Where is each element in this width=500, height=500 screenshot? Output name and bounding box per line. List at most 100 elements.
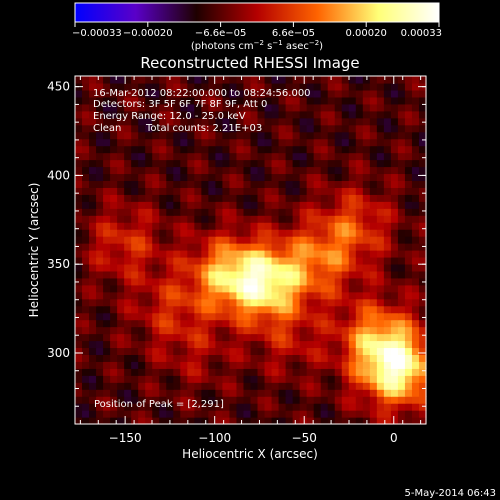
heatmap-cell bbox=[180, 340, 188, 349]
heatmap-cell bbox=[131, 76, 139, 84]
heatmap-cell bbox=[187, 103, 195, 112]
heatmap-cell bbox=[264, 319, 273, 328]
heatmap-cell bbox=[383, 305, 392, 314]
heatmap-cell bbox=[404, 89, 413, 98]
heatmap-cell bbox=[201, 375, 209, 383]
heatmap-cell bbox=[362, 270, 371, 279]
heatmap-cell bbox=[173, 368, 181, 376]
heatmap-cell bbox=[313, 326, 322, 335]
heatmap-cell bbox=[369, 152, 378, 161]
heatmap-cell bbox=[131, 368, 139, 376]
heatmap-cell bbox=[236, 96, 245, 105]
heatmap-cell bbox=[159, 243, 167, 251]
heatmap-cell bbox=[355, 263, 364, 272]
heatmap-cell bbox=[117, 375, 125, 383]
heatmap-cell bbox=[103, 124, 111, 133]
heatmap-cell bbox=[131, 340, 139, 349]
heatmap-cell bbox=[96, 361, 104, 369]
heatmap-cell bbox=[334, 333, 343, 342]
heatmap-cell bbox=[103, 417, 111, 425]
heatmap-cell bbox=[236, 187, 245, 195]
heatmap-cell bbox=[271, 347, 280, 355]
heatmap-cell bbox=[369, 103, 378, 112]
heatmap-cell bbox=[334, 361, 343, 369]
heatmap-cell bbox=[306, 354, 315, 362]
heatmap-cell bbox=[145, 403, 153, 411]
heatmap-cell bbox=[320, 96, 329, 105]
heatmap-cell bbox=[243, 103, 252, 112]
heatmap-cell bbox=[292, 382, 301, 390]
heatmap-cell bbox=[236, 326, 245, 335]
heatmap-cell bbox=[89, 382, 97, 390]
heatmap-cell bbox=[89, 375, 97, 383]
heatmap-cell bbox=[355, 403, 364, 411]
heatmap-cell bbox=[89, 284, 97, 293]
heatmap-cell bbox=[355, 208, 364, 216]
heatmap-cell bbox=[124, 117, 132, 126]
heatmap-cell bbox=[320, 410, 329, 418]
heatmap-cell bbox=[138, 229, 146, 237]
heatmap-cell bbox=[299, 110, 308, 119]
heatmap-cell bbox=[159, 208, 167, 216]
heatmap-cell bbox=[96, 236, 104, 244]
heatmap-cell bbox=[292, 305, 301, 314]
heatmap-cell bbox=[75, 305, 83, 314]
heatmap-cell bbox=[124, 361, 132, 369]
heatmap-cell bbox=[201, 396, 209, 404]
heatmap-cell bbox=[89, 89, 97, 98]
heatmap-cell bbox=[278, 291, 287, 300]
heatmap-cell bbox=[187, 89, 195, 98]
heatmap-cell bbox=[285, 194, 294, 202]
heatmap-cell bbox=[117, 124, 125, 133]
heatmap-cell bbox=[173, 76, 181, 84]
heatmap-cell bbox=[145, 312, 153, 321]
heatmap-cell bbox=[82, 382, 90, 390]
heatmap-cell bbox=[341, 312, 350, 321]
heatmap-cell bbox=[306, 375, 315, 383]
heatmap-cell bbox=[215, 222, 224, 230]
heatmap-cell bbox=[250, 368, 259, 376]
heatmap-cell bbox=[89, 236, 97, 244]
heatmap-cell bbox=[138, 333, 146, 342]
heatmap-cell bbox=[376, 124, 385, 133]
heatmap-cell bbox=[250, 312, 259, 321]
heatmap-cell bbox=[299, 396, 308, 404]
heatmap-cell bbox=[411, 180, 420, 188]
heatmap-cell bbox=[222, 229, 231, 237]
heatmap-cell bbox=[145, 354, 153, 362]
heatmap-cell bbox=[215, 173, 224, 181]
heatmap-cell bbox=[306, 243, 315, 251]
heatmap-cell bbox=[271, 82, 280, 91]
heatmap-cell bbox=[306, 340, 315, 349]
heatmap-cell bbox=[138, 159, 146, 168]
heatmap-cell bbox=[89, 326, 97, 335]
heatmap-cell bbox=[299, 82, 308, 91]
heatmap-cell bbox=[243, 187, 252, 195]
heatmap-cell bbox=[82, 76, 90, 84]
heatmap-cell bbox=[236, 291, 245, 300]
heatmap-cell bbox=[320, 382, 329, 390]
heatmap-cell bbox=[236, 243, 245, 251]
heatmap-cell bbox=[124, 256, 132, 265]
heatmap-cell bbox=[320, 340, 329, 349]
heatmap-cell bbox=[194, 340, 202, 349]
heatmap-cell bbox=[243, 138, 252, 147]
heatmap-cell bbox=[222, 347, 231, 355]
heatmap-cell bbox=[124, 396, 132, 404]
heatmap-cell bbox=[82, 110, 90, 119]
heatmap-cell bbox=[271, 396, 280, 404]
heatmap-cell bbox=[208, 194, 216, 202]
heatmap-cell bbox=[152, 305, 160, 314]
heatmap-cell bbox=[271, 354, 280, 362]
heatmap-cell bbox=[404, 229, 413, 237]
heatmap-cell bbox=[180, 152, 188, 161]
heatmap-cell bbox=[257, 124, 266, 133]
heatmap-cell bbox=[257, 284, 266, 293]
heatmap-cell bbox=[180, 277, 188, 286]
heatmap-cell bbox=[348, 201, 357, 209]
heatmap-cell bbox=[131, 166, 139, 175]
heatmap-cell bbox=[313, 256, 322, 265]
heatmap-cell bbox=[278, 319, 287, 328]
heatmap-cell bbox=[110, 284, 118, 293]
heatmap-cell bbox=[271, 263, 280, 272]
